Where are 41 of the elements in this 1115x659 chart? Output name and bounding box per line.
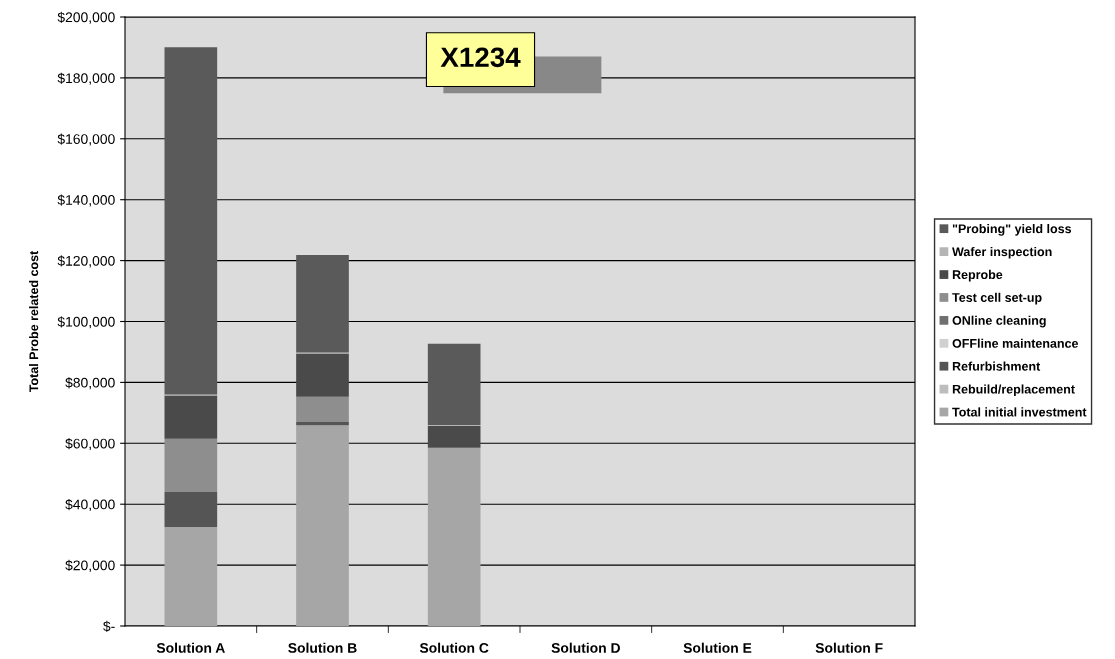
legend-label: Rebuild/replacement <box>952 384 1075 397</box>
legend-label: ONline cleaning <box>952 315 1046 328</box>
y-tick-label: $60,000 <box>65 438 115 451</box>
legend-label: "Probing" yield loss <box>952 224 1072 236</box>
y-tick-label: $120,000 <box>57 255 115 268</box>
x-tick-label: Solution E <box>683 642 752 653</box>
bar <box>427 343 481 426</box>
bar <box>296 425 349 626</box>
bar <box>164 438 218 493</box>
legend-label: Refurbishment <box>952 361 1041 371</box>
legend-label: OFFline maintenance <box>952 338 1079 348</box>
y-tick-label: $80,000 <box>65 377 115 390</box>
legend-label: Total initial investment <box>952 407 1087 417</box>
y-tick-label: $40,000 <box>65 498 115 512</box>
x-tick-label: Solution B <box>288 642 357 653</box>
y-tick-label: $- <box>103 620 115 632</box>
bar <box>164 527 218 626</box>
legend-label: Test cell set-up <box>952 292 1042 305</box>
bar <box>164 492 218 528</box>
bar <box>164 395 218 439</box>
y-tick-label: $180,000 <box>57 72 115 85</box>
y-tick-label: $100,000 <box>57 316 115 329</box>
legend-label: Reprobe <box>952 269 1003 282</box>
y-tick-label: $20,000 <box>65 559 115 572</box>
legend-label: Wafer inspection <box>952 246 1052 259</box>
bar <box>296 353 349 397</box>
bar <box>296 396 349 422</box>
bar <box>427 447 481 626</box>
bar <box>296 421 349 426</box>
bar <box>296 255 349 353</box>
bar <box>164 47 218 395</box>
bar <box>427 425 481 448</box>
y-tick-label: $160,000 <box>57 133 115 146</box>
x-tick-label: Solution F <box>815 642 883 653</box>
y-axis-title: Total Probe related cost <box>29 250 39 393</box>
x-tick-label: Solution C <box>419 642 489 653</box>
x-tick-label: Solution A <box>156 642 225 653</box>
annotation: X1234 <box>440 47 521 68</box>
y-tick-label: $200,000 <box>57 11 115 24</box>
y-tick-label: $140,000 <box>57 194 115 207</box>
x-tick-label: Solution D <box>551 642 620 653</box>
